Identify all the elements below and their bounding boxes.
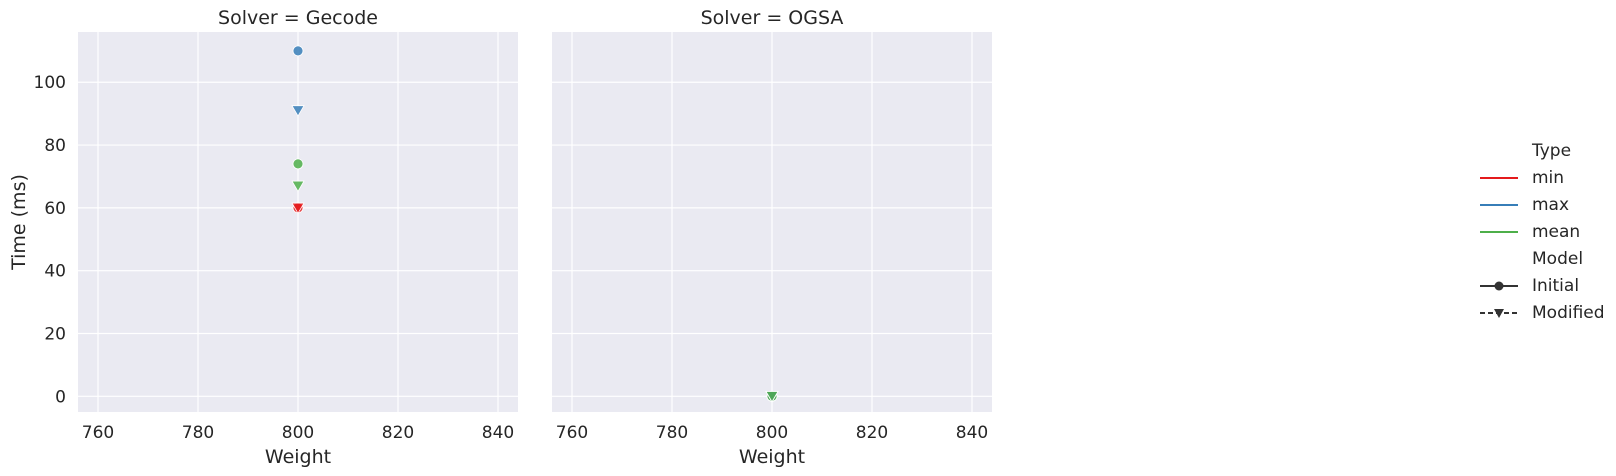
x-tick-label: 800 <box>282 423 314 443</box>
x-tick-label: 760 <box>556 423 588 443</box>
y-tick-label: 40 <box>44 262 66 282</box>
data-point-mean-modified <box>291 180 305 193</box>
x-tick-label: 840 <box>956 423 988 443</box>
panel-1: 760 780 800 820 840 0 20 40 60 80 100 Solver = Geco… <box>34 7 518 468</box>
x-tick-label: 820 <box>856 423 888 443</box>
legend-model-title: Model <box>1532 249 1583 269</box>
x-tick-label: 820 <box>382 423 414 443</box>
y-tick-label: 80 <box>44 136 66 156</box>
x-tick-label: 840 <box>482 423 514 443</box>
x-tick-label: 780 <box>182 423 214 443</box>
panel-title: Solver = OGSA <box>701 7 844 29</box>
legend-label-max: max <box>1532 195 1569 215</box>
legend-type-title: Type <box>1531 141 1571 161</box>
panel-title: Solver = Gecode <box>218 7 378 29</box>
y-tick-label: 60 <box>44 199 66 219</box>
x-tick-label: 800 <box>756 423 788 443</box>
x-tick-label: 780 <box>656 423 688 443</box>
y-tick-label: 0 <box>55 387 66 407</box>
data-point-min-modified <box>291 202 305 215</box>
data-point-mean-initial <box>292 158 304 170</box>
legend-marker-circle <box>1494 281 1504 291</box>
legend-marker-triangle <box>1494 309 1504 318</box>
legend-label-initial: Initial <box>1532 276 1579 296</box>
data-point-mean-modified <box>765 391 779 403</box>
legend-label-mean: mean <box>1532 222 1580 242</box>
data-point-max-modified <box>291 105 305 117</box>
legend-label-min: min <box>1532 168 1564 188</box>
facet-panels: 760 780 800 820 840 0 20 40 60 80 100 Solver = Geco… <box>34 7 992 468</box>
legend-label-modified: Modified <box>1532 303 1605 323</box>
y-axis-label: Time (ms) <box>8 174 30 271</box>
y-tick-label: 100 <box>34 73 66 93</box>
data-point-max-initial <box>292 45 304 57</box>
legend: Type min max mean Model Initial Modified <box>1480 141 1605 323</box>
x-tick-label: 760 <box>82 423 114 443</box>
x-axis-label: Weight <box>739 446 805 468</box>
y-tick-label: 20 <box>44 324 66 344</box>
x-axis-label: Weight <box>265 446 331 468</box>
panel-2: 760 780 800 820 840 Solver = OGSA Weight <box>552 7 992 468</box>
